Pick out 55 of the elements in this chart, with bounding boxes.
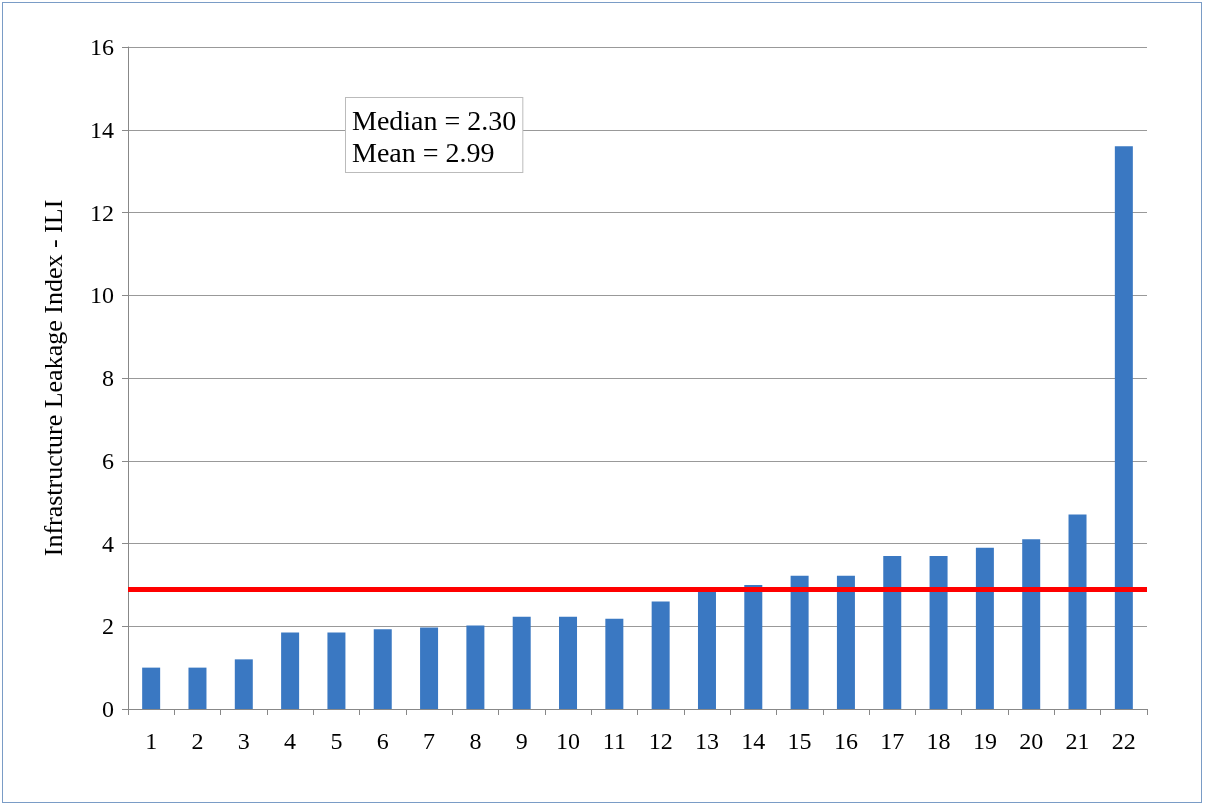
y-tick-label: 16 <box>90 34 114 60</box>
annotation: Median = 2.30 Mean = 2.99 <box>352 104 517 168</box>
x-tick-label: 12 <box>648 728 673 754</box>
bar <box>883 555 902 709</box>
x-tick-label: 1 <box>145 728 158 754</box>
x-tick-label: 7 <box>423 728 436 754</box>
y-tick-label: 8 <box>102 365 114 391</box>
x-tick-label: 2 <box>191 728 204 754</box>
x-tick-label: 4 <box>284 728 297 754</box>
bar <box>281 632 300 709</box>
y-tick-label: 2 <box>102 613 114 640</box>
bar <box>790 575 809 709</box>
bar <box>697 589 716 709</box>
x-tick-label: 17 <box>880 728 905 754</box>
x-tick-label: 13 <box>694 728 719 754</box>
x-tick-label: 8 <box>469 728 482 754</box>
x-tick-label: 10 <box>556 728 581 754</box>
bar <box>373 629 392 709</box>
y-tick-label: 6 <box>102 447 114 474</box>
x-tick-label: 5 <box>330 728 343 754</box>
x-tick-label: 22 <box>1111 728 1136 754</box>
bar <box>1068 514 1087 709</box>
x-tick-label: 14 <box>741 728 766 754</box>
x-tick-label: 19 <box>972 728 997 754</box>
bar <box>466 625 485 709</box>
x-tick-label: 6 <box>376 728 389 754</box>
bar <box>836 575 855 709</box>
bar <box>975 547 994 709</box>
x-tick-label: 9 <box>515 728 528 754</box>
bar <box>651 601 670 709</box>
x-tick-label: 20 <box>1019 728 1044 754</box>
x-tick-label: 16 <box>833 728 858 754</box>
y-tick-label: 10 <box>90 282 114 309</box>
x-tick-label: 15 <box>787 728 812 754</box>
y-axis-title: Infrastructure Leakage Index - ILI <box>38 199 68 557</box>
bar <box>559 616 578 709</box>
x-tick-label: 3 <box>237 728 250 754</box>
bar <box>605 618 624 709</box>
bar <box>929 555 948 709</box>
x-tick-label: 11 <box>602 728 626 754</box>
bar <box>420 627 439 709</box>
bar <box>744 584 763 709</box>
y-tick-label: 12 <box>90 199 114 226</box>
bar <box>188 667 207 709</box>
y-tick-label: 0 <box>102 696 114 722</box>
bar <box>1022 539 1041 709</box>
y-tick-label: 4 <box>102 530 114 557</box>
y-tick-label: 14 <box>90 116 114 143</box>
bar <box>327 632 346 709</box>
x-tick-label: 21 <box>1065 728 1090 754</box>
bar <box>234 659 253 709</box>
bar <box>1114 146 1133 709</box>
bar <box>142 667 161 709</box>
bar <box>512 616 531 709</box>
x-tick-label: 18 <box>926 728 951 754</box>
